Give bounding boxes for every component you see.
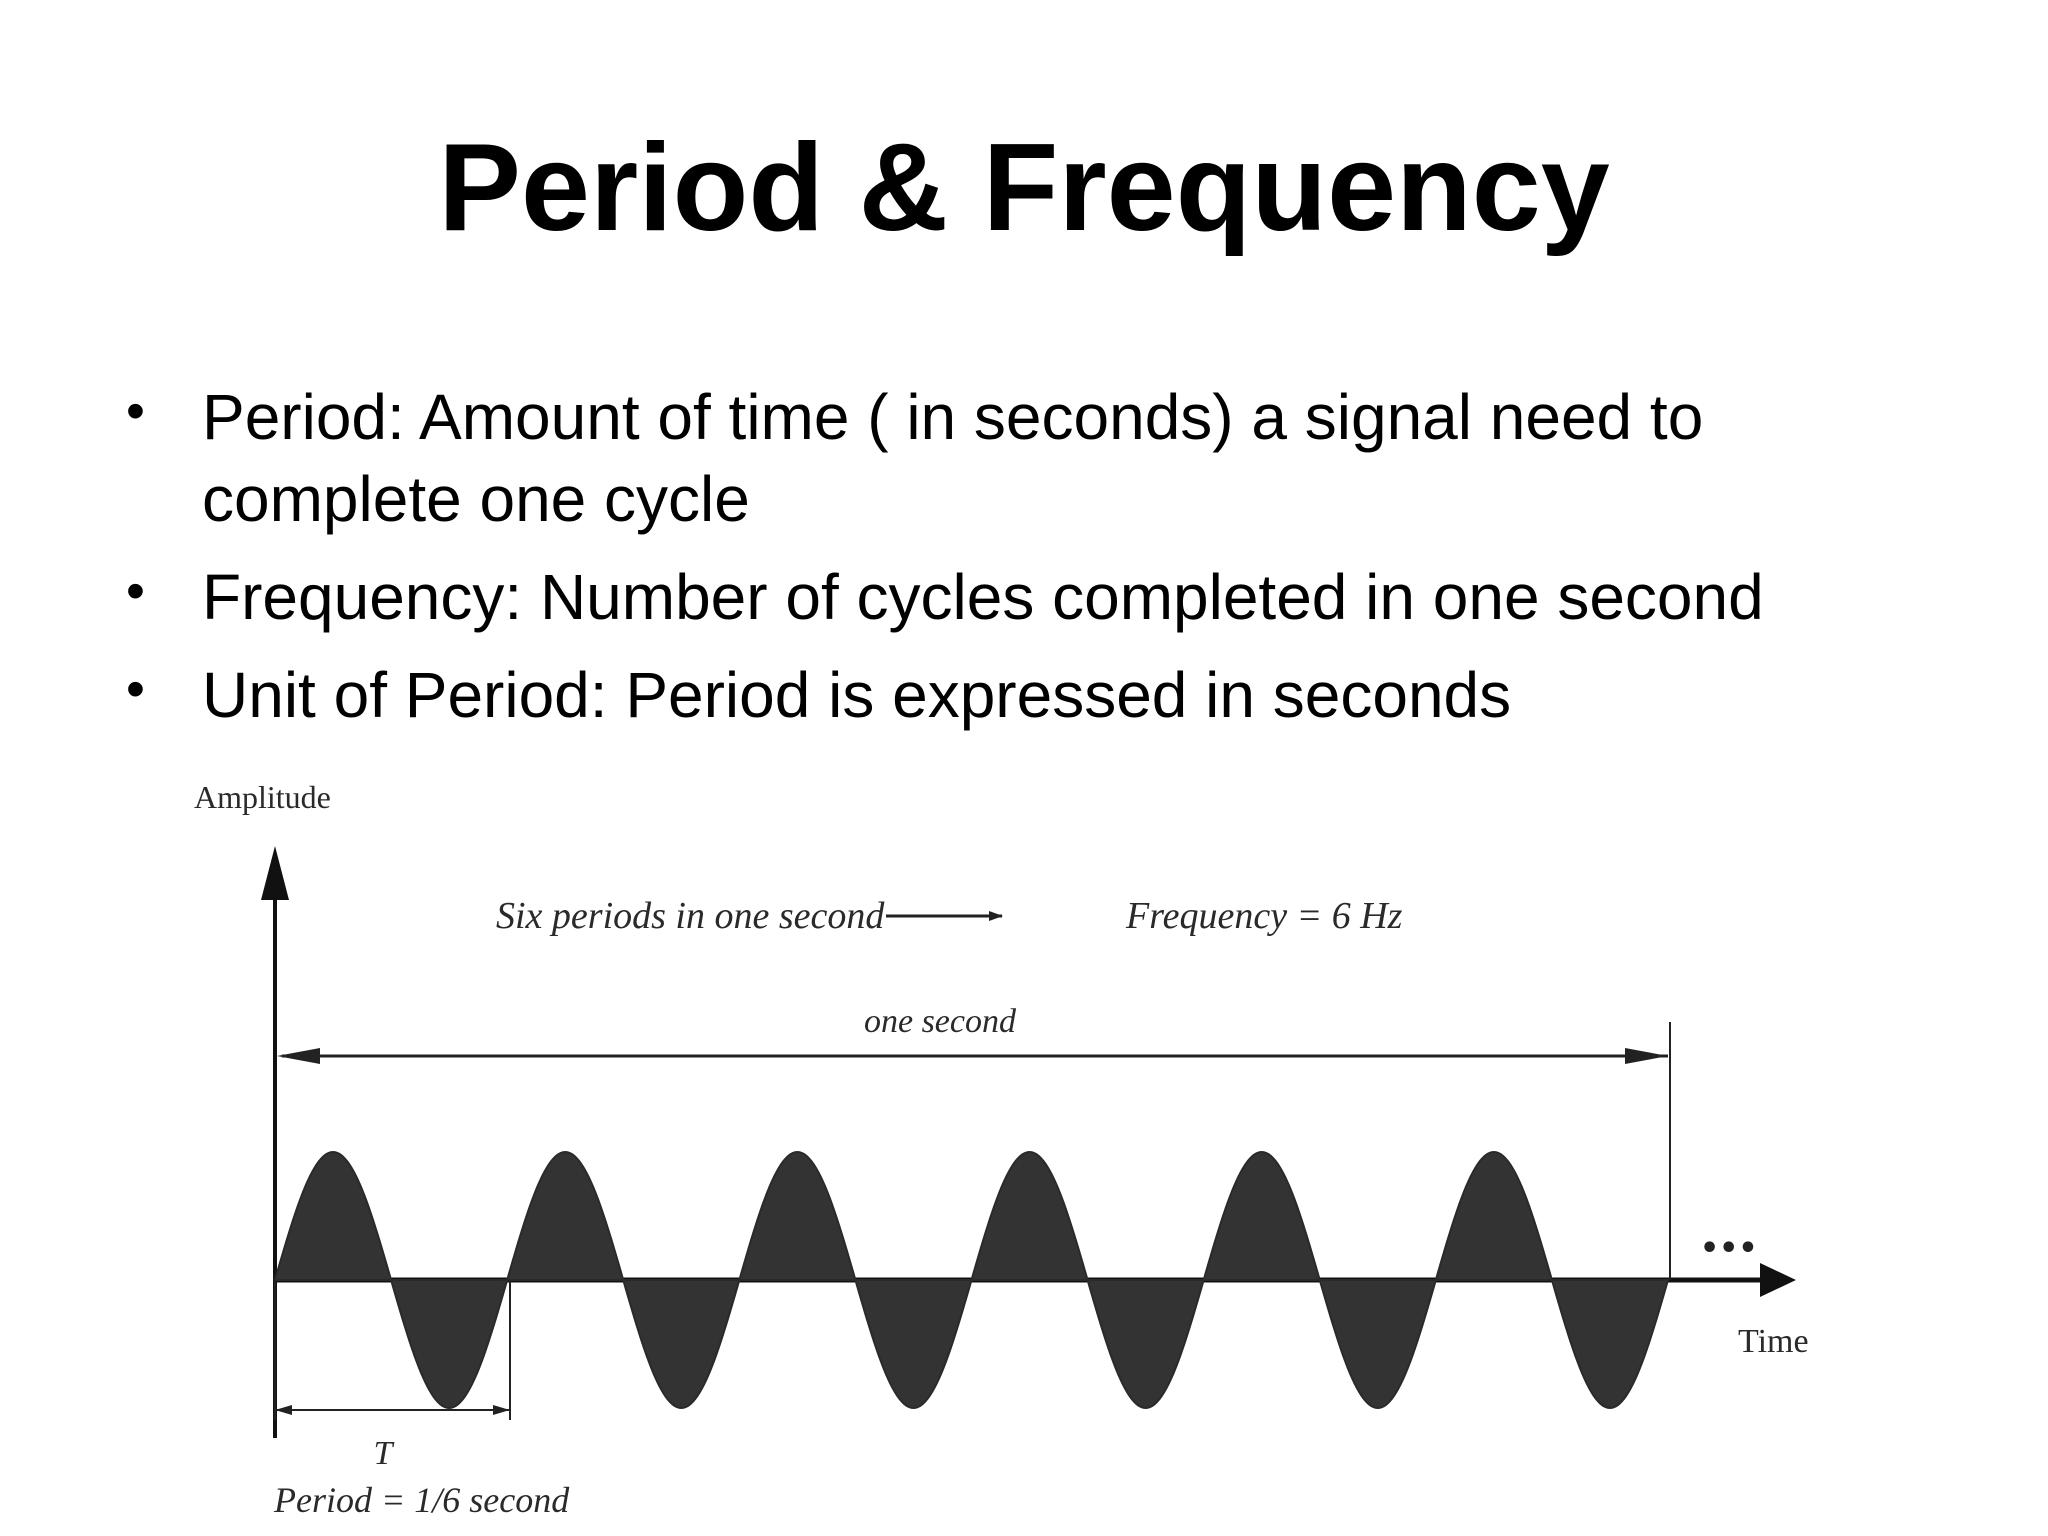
period-frequency-diagram: Amplitude Time ••• Six periods in one se… <box>170 760 1850 1536</box>
period-label: Period = 1/6 second <box>273 1480 570 1520</box>
bullet-item: • Frequency: Number of cycles completed … <box>120 556 1980 638</box>
y-axis-arrow-icon <box>261 846 289 900</box>
period-left-arrow-icon <box>275 1405 292 1415</box>
bullet-marker: • <box>126 381 145 441</box>
continuation-ellipsis: ••• <box>1700 1231 1758 1266</box>
bullet-item: • Period: Amount of time ( in seconds) a… <box>120 376 1980 540</box>
bullet-marker: • <box>126 561 145 621</box>
diagram-svg: Amplitude Time ••• Six periods in one se… <box>194 779 1809 1520</box>
period-right-arrow-icon <box>493 1405 510 1415</box>
x-axis-arrow-icon <box>1760 1263 1796 1297</box>
span-label: one second <box>864 1003 1017 1040</box>
bullet-text: Unit of Period: Period is expressed in s… <box>202 659 1512 731</box>
bullet-list: • Period: Amount of time ( in seconds) a… <box>120 376 1980 752</box>
y-axis-label: Amplitude <box>194 779 331 815</box>
bullet-item: • Unit of Period: Period is expressed in… <box>120 654 1980 736</box>
span-left-arrow-icon <box>277 1048 320 1064</box>
span-right-arrow-icon <box>1625 1048 1668 1064</box>
frequency-result: Frequency = 6 Hz <box>1125 895 1403 937</box>
period-symbol: T <box>374 1435 395 1472</box>
top-note: Six periods in one second <box>496 895 885 937</box>
bullet-text: Period: Amount of time ( in seconds) a s… <box>202 381 1704 535</box>
bullet-text: Frequency: Number of cycles completed in… <box>202 561 1764 633</box>
slide-title: Period & Frequency <box>438 119 1610 257</box>
bullet-marker: • <box>126 659 145 719</box>
sine-wave <box>273 1150 1670 1410</box>
x-axis-label: Time <box>1738 1323 1809 1360</box>
